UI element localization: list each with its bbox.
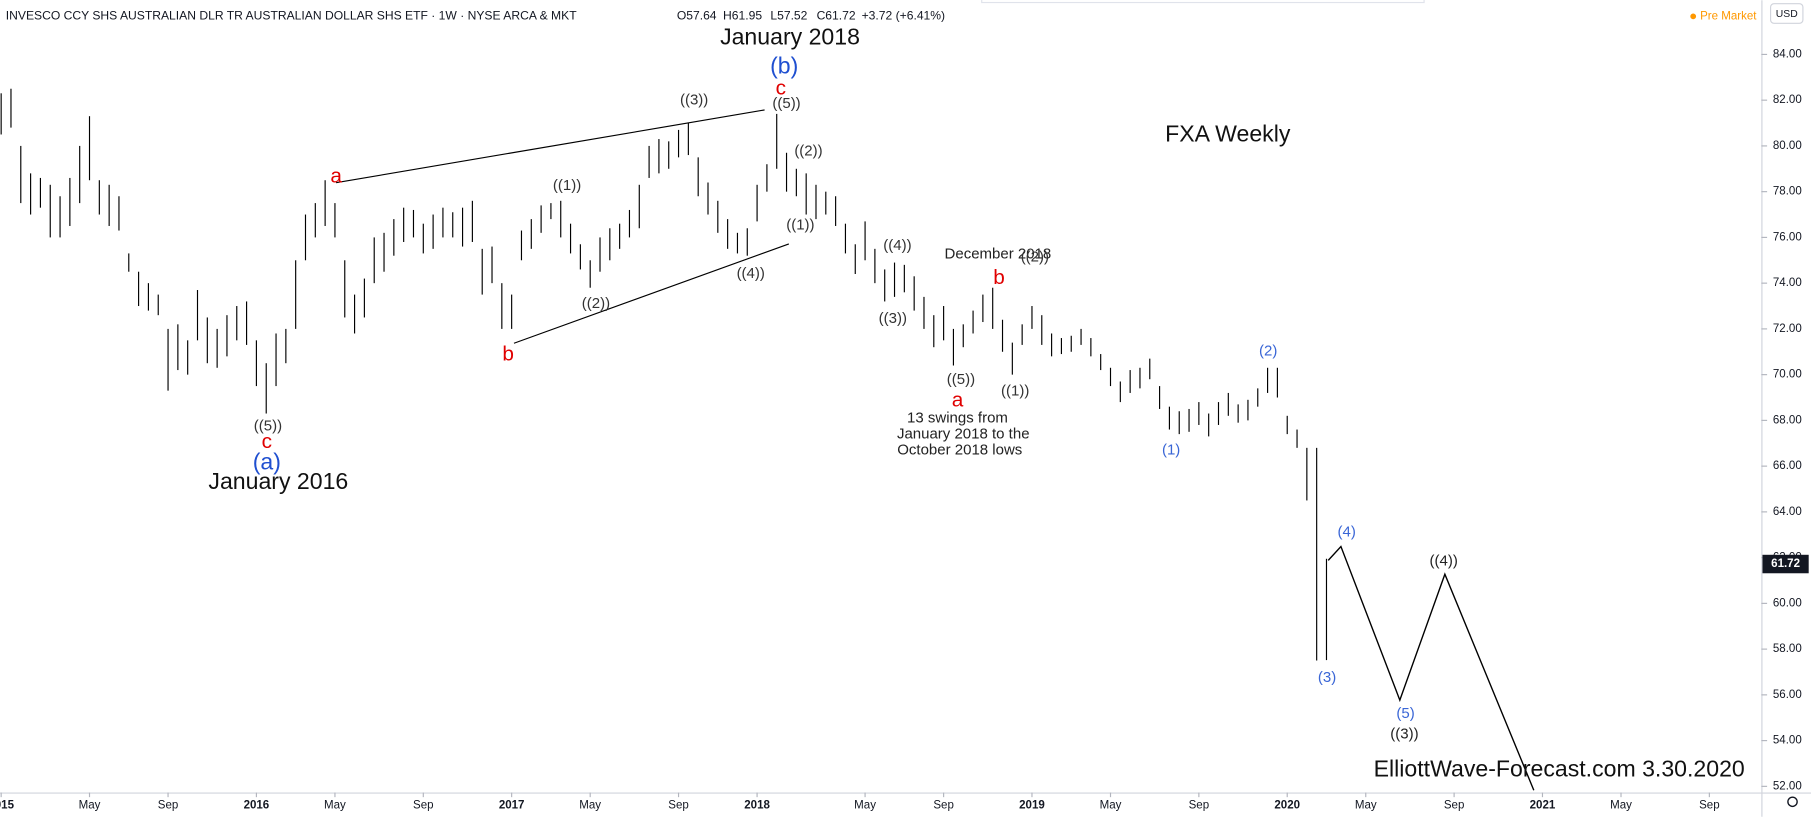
x-tick-label: 2019	[1019, 799, 1045, 811]
wave-label: ((2))	[794, 142, 822, 159]
x-tick-label: May	[324, 799, 346, 811]
wave-label: January 2016	[208, 468, 348, 494]
wave-label: January 2018 to the	[897, 425, 1030, 442]
x-tick-label: May	[579, 799, 601, 811]
wave-label: (4)	[1338, 524, 1356, 541]
wave-label: ElliottWave-Forecast.com 3.30.2020	[1374, 756, 1745, 782]
wave-label: ((3))	[879, 310, 907, 327]
wave-label: ((2))	[1021, 249, 1049, 266]
last-price-box	[1762, 554, 1809, 574]
x-tick-label: May	[1610, 799, 1632, 811]
wave-label: ((3))	[680, 92, 708, 109]
y-tick-label: 60.00	[1773, 597, 1802, 609]
last-price-label: 61.72	[1771, 558, 1800, 570]
wave-label: ((3))	[1390, 726, 1418, 743]
y-tick-label: 56.00	[1773, 689, 1802, 701]
wave-label: (b)	[770, 52, 798, 78]
wave-label: January 2018	[720, 23, 860, 49]
y-tick-label: 64.00	[1773, 506, 1802, 518]
y-tick-label: 78.00	[1773, 186, 1802, 198]
y-tick-label: 70.00	[1773, 369, 1802, 381]
wave-label: (2)	[1259, 342, 1277, 359]
y-tick-label: 66.00	[1773, 460, 1802, 472]
y-tick-label: 58.00	[1773, 643, 1802, 655]
y-tick-label: 68.00	[1773, 414, 1802, 426]
wave-label: October 2018 lows	[897, 442, 1022, 459]
trend-line	[513, 243, 790, 344]
x-tick-label: 2021	[1530, 799, 1556, 811]
wave-label: b	[993, 266, 1005, 289]
wave-label: ((4))	[883, 237, 911, 254]
wave-label: ((5))	[947, 371, 975, 388]
pre-market: Pre Market	[1700, 10, 1757, 22]
wave-label: ((1))	[786, 216, 814, 233]
x-tick-label: 2020	[1274, 799, 1300, 811]
x-tick-label: May	[79, 799, 101, 811]
x-tick-label: 2015	[0, 799, 15, 811]
y-tick-label: 76.00	[1773, 231, 1802, 243]
open: O57.64	[677, 9, 717, 23]
x-tick-label: Sep	[668, 799, 689, 811]
close: C61.72	[817, 9, 856, 23]
wave-label: ((2))	[582, 295, 610, 312]
wave-label: ((5))	[772, 95, 800, 112]
y-tick-label: 80.00	[1773, 140, 1802, 152]
y-tick-label: 54.00	[1773, 735, 1802, 747]
x-tick-label: 2018	[744, 799, 770, 811]
wave-label: b	[502, 342, 514, 365]
x-tick-label: Sep	[933, 799, 954, 811]
y-tick-label: 74.00	[1773, 277, 1802, 289]
x-tick-label: May	[854, 799, 876, 811]
wave-label: (5)	[1396, 705, 1414, 722]
wave-label: ((4))	[1430, 553, 1458, 570]
x-tick-label: Sep	[1189, 799, 1210, 811]
high: H61.95	[723, 9, 762, 23]
y-tick-label: 84.00	[1773, 48, 1802, 60]
wave-label: ((5))	[254, 417, 282, 434]
currency-box[interactable]	[1769, 3, 1804, 24]
symbol: INVESCO CCY SHS AUSTRALIAN DLR TR AUSTRA…	[6, 9, 577, 23]
wave-label: ((1))	[553, 177, 581, 194]
x-tick-label: Sep	[158, 799, 179, 811]
wave-label: a	[330, 164, 342, 187]
wave-label: ((4))	[737, 265, 765, 282]
wave-label: FXA Weekly	[1165, 120, 1291, 146]
x-tick-label: Sep	[1444, 799, 1465, 811]
x-tick-label: 2016	[244, 799, 270, 811]
wave-label: a	[952, 388, 964, 411]
settings-icon[interactable]	[1787, 796, 1798, 808]
x-tick-label: 2017	[499, 799, 525, 811]
trend-line	[336, 109, 765, 184]
toolbar-edge	[981, 0, 1425, 4]
y-tick-label: 82.00	[1773, 94, 1802, 106]
low: L57.52	[770, 9, 807, 23]
wave-label: c	[262, 430, 272, 453]
wave-label: (1)	[1162, 442, 1180, 459]
pre-market-dot	[1690, 13, 1697, 20]
x-tick-label: Sep	[1699, 799, 1720, 811]
settings-gear[interactable]	[1787, 796, 1798, 808]
wave-label: (a)	[253, 448, 281, 474]
x-tick-label: May	[1100, 799, 1122, 811]
y-tick-label: 52.00	[1773, 780, 1802, 792]
wave-label: December 2018	[945, 245, 1052, 262]
wave-label: 13 swings from	[907, 409, 1008, 426]
wave-projection	[1327, 545, 1535, 791]
change: +3.72 (+6.41%)	[862, 9, 945, 23]
wave-label: c	[776, 77, 786, 100]
y-tick-label: 72.00	[1773, 323, 1802, 335]
x-tick-label: May	[1355, 799, 1377, 811]
wave-label: ((1))	[1001, 383, 1029, 400]
x-tick-label: Sep	[413, 799, 434, 811]
currency[interactable]: USD	[1776, 9, 1798, 20]
wave-label: (3)	[1318, 669, 1336, 686]
